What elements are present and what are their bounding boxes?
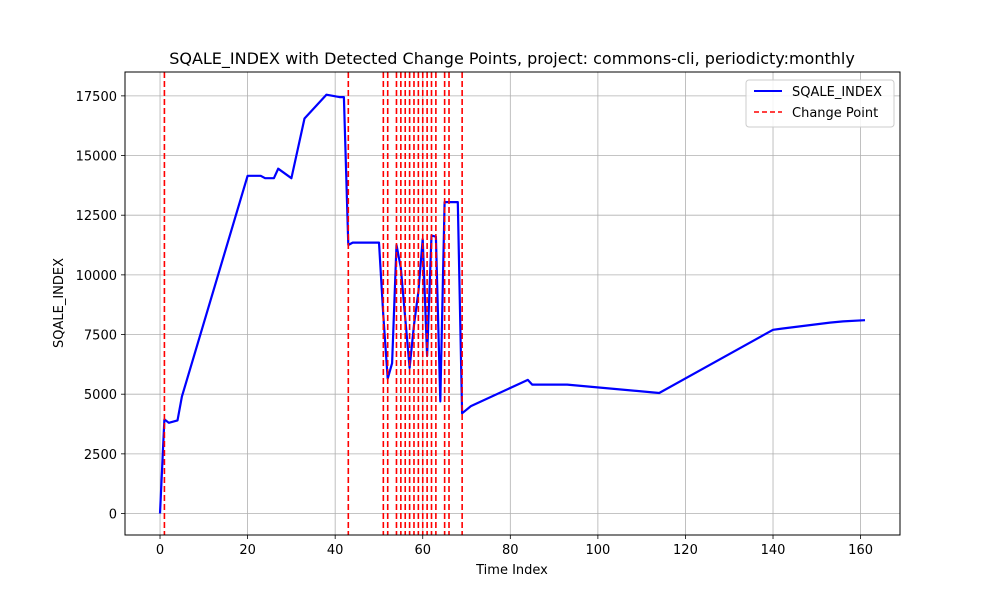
x-tick-label: 140 xyxy=(761,543,786,558)
y-tick-label: 10000 xyxy=(76,269,117,284)
y-tick-label: 17500 xyxy=(76,90,117,105)
x-tick-label: 160 xyxy=(848,543,873,558)
grid xyxy=(125,72,900,535)
change-points-layer xyxy=(163,72,463,535)
series-line-sqale-index xyxy=(158,93,866,514)
legend-box xyxy=(745,79,895,128)
x-tick-label: 20 xyxy=(239,543,256,558)
plot-frame xyxy=(124,71,901,536)
x-ticks: 0 20 40 60 80 100 120 140 160 xyxy=(156,535,873,558)
y-axis-label: SQALE_INDEX xyxy=(52,258,67,348)
y-tick-label: 15000 xyxy=(76,150,117,165)
legend-label-change-point: Change Point xyxy=(792,106,878,121)
legend-label-sqale-index: SQALE_INDEX xyxy=(792,85,882,100)
x-tick-label: 100 xyxy=(585,543,610,558)
chart-title: SQALE_INDEX with Detected Change Points,… xyxy=(169,49,855,69)
x-tick-label: 40 xyxy=(327,543,344,558)
legend: SQALE_INDEX Change Point xyxy=(745,79,895,128)
y-tick-label: 0 xyxy=(109,508,117,523)
series-layer xyxy=(158,93,866,514)
y-ticks: 0 2500 5000 7500 10000 12500 15000 17500 xyxy=(76,90,125,523)
y-tick-label: 12500 xyxy=(76,209,117,224)
x-tick-label: 0 xyxy=(156,543,164,558)
y-tick-label: 5000 xyxy=(84,388,117,403)
x-tick-label: 60 xyxy=(414,543,431,558)
x-axis-label: Time Index xyxy=(475,563,548,578)
y-tick-label: 2500 xyxy=(84,448,117,463)
x-tick-label: 80 xyxy=(502,543,519,558)
y-tick-label: 7500 xyxy=(84,329,117,344)
x-tick-label: 120 xyxy=(673,543,698,558)
